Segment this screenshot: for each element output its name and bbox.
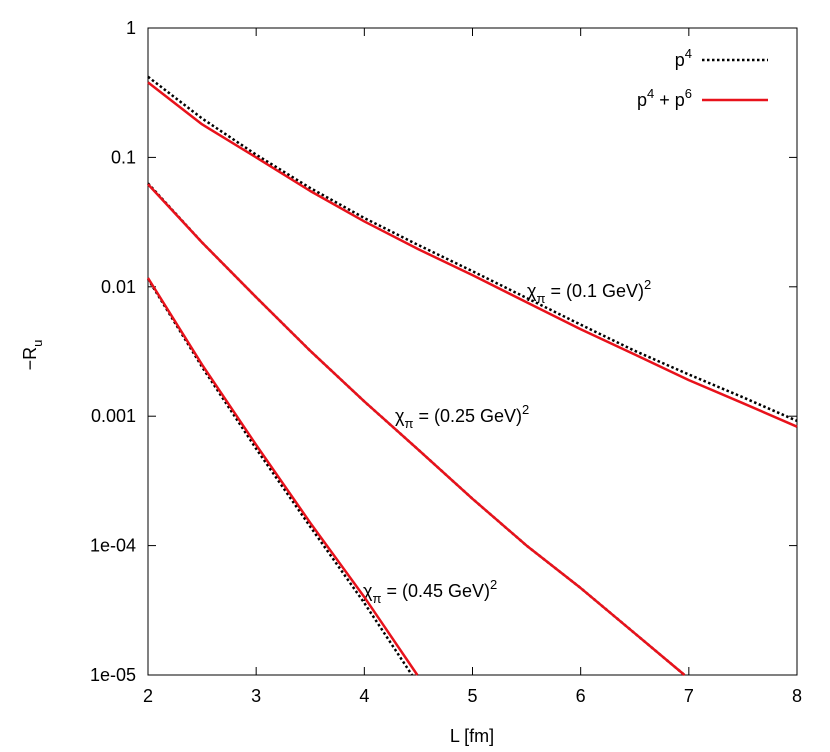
y-tick-label: 0.1: [111, 147, 136, 167]
y-tick-label: 1e-05: [90, 665, 136, 685]
x-tick-label: 4: [359, 686, 369, 706]
y-tick-label: 1e-04: [90, 536, 136, 556]
x-tick-label: 8: [792, 686, 802, 706]
y-tick-label: 0.01: [101, 277, 136, 297]
x-tick-label: 6: [576, 686, 586, 706]
line: [147, 81, 798, 428]
dotted-line: [147, 182, 686, 676]
annotation: χπ = (0.25 GeV)2: [395, 402, 529, 431]
y-tick-label: 1: [126, 18, 136, 38]
legend-label: p4 + p6: [637, 86, 692, 110]
y-tick-label: 0.001: [91, 406, 136, 426]
annotation: χπ = (0.45 GeV)2: [363, 577, 497, 606]
x-tick-label: 7: [684, 686, 694, 706]
dotted-line: [146, 278, 413, 676]
x-tick-label: 2: [143, 686, 153, 706]
annotation: χπ = (0.1 GeV)2: [527, 277, 651, 306]
legend-label: p4: [675, 46, 692, 70]
dotted-line: [147, 75, 798, 423]
x-axis-label: L [fm]: [450, 726, 494, 746]
plot-frame: [147, 27, 798, 676]
y-axis-label: −Ru: [20, 340, 45, 371]
x-tick-label: 3: [251, 686, 261, 706]
line: [147, 183, 686, 676]
x-tick-label: 5: [467, 686, 477, 706]
line: [146, 277, 419, 676]
